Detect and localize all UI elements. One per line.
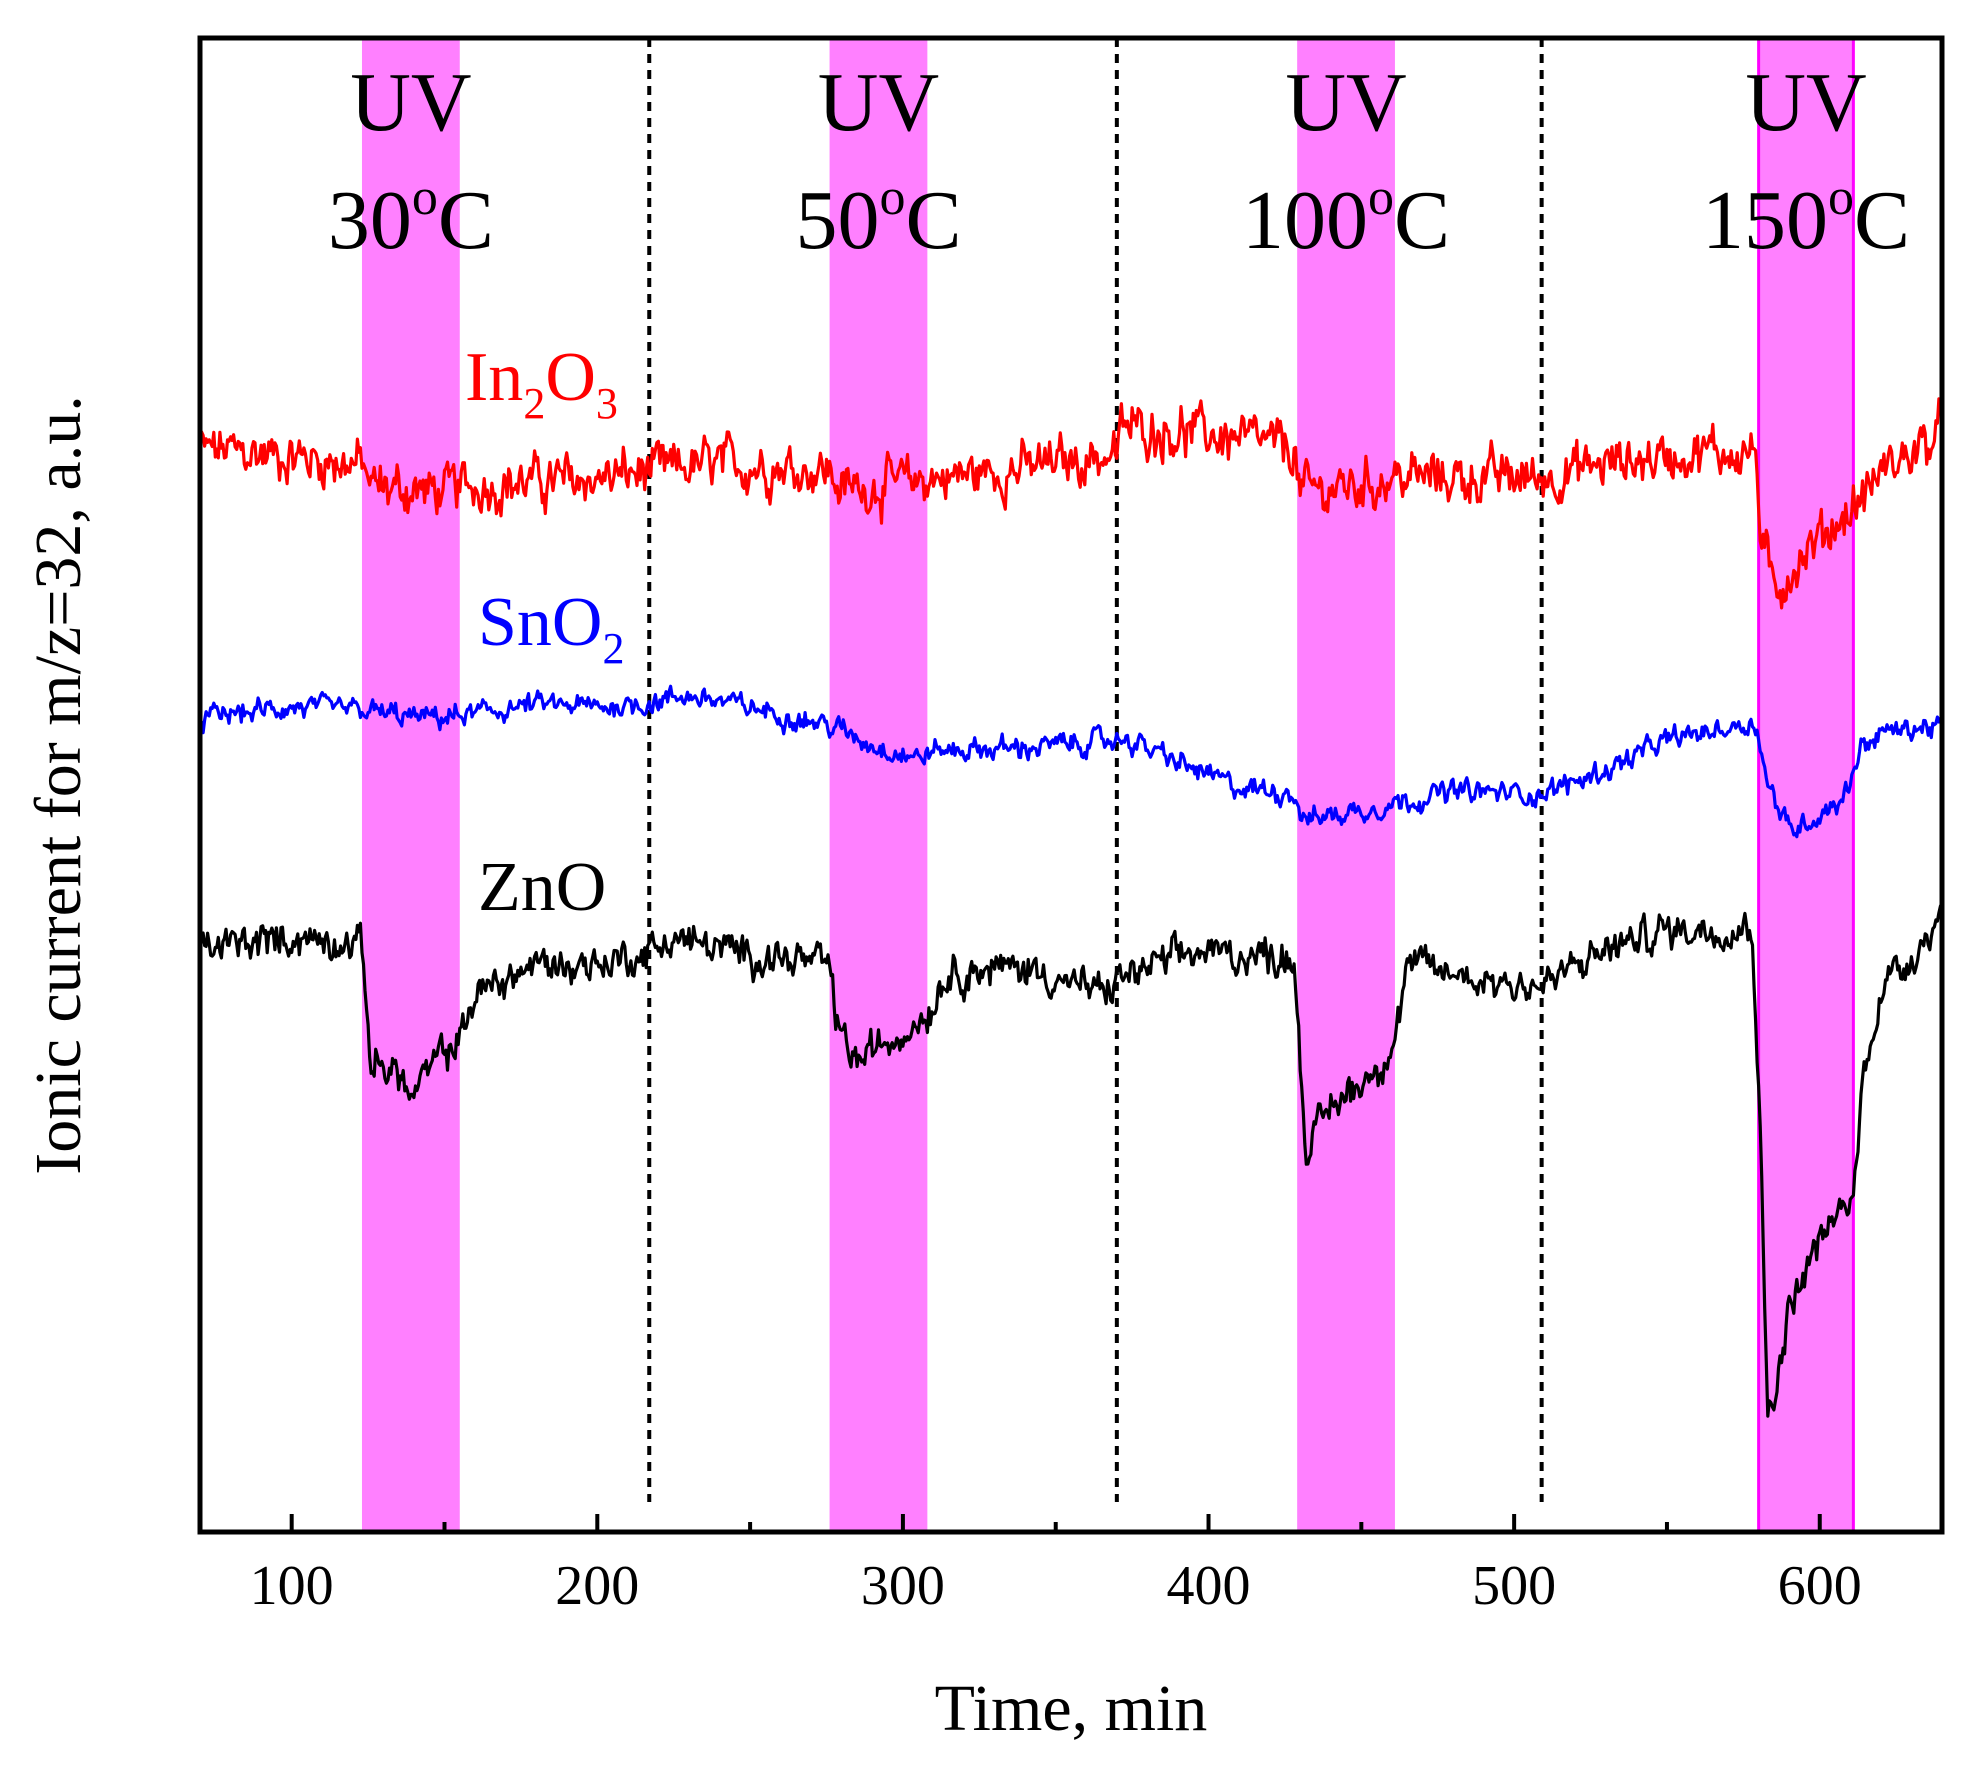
series-labels: In2O3 SnO2 ZnO [465,339,624,926]
series-label-sno2: SnO2 [478,584,624,673]
x-axis-ticks: 100 200 300 400 500 600 [250,1514,1862,1617]
uv-band-1 [361,38,460,1532]
uv-band-2 [829,38,928,1532]
dashed-dividers [647,38,1544,1502]
uv-label-1: UV [350,56,471,149]
uv-bands [361,36,1855,1534]
x-axis-label: Time, min [935,1672,1208,1745]
x-tick-label-500: 500 [1472,1555,1556,1617]
series-label-in2o3: In2O3 [465,339,618,428]
temperature-label-2: 50oC [795,169,961,267]
plot-frame [197,35,1945,1535]
temperature-label-3: 100oC [1242,169,1450,267]
series-line-sno2 [198,684,1943,839]
series-line-in2o3 [198,397,1944,610]
uv-label-2: UV [818,56,939,149]
uv-label-4: UV [1745,56,1866,149]
x-tick-label-200: 200 [555,1555,639,1617]
uv-label-3: UV [1285,56,1406,149]
uv-band-3 [1297,38,1395,1532]
temperature-label-4: 150oC [1702,169,1910,267]
series-lines [198,397,1944,1418]
x-tick-label-100: 100 [250,1555,334,1617]
x-tick-label-400: 400 [1167,1555,1251,1617]
series-line-zno [198,904,1944,1418]
x-tick-label-600: 600 [1778,1555,1862,1617]
x-tick-label-300: 300 [861,1555,945,1617]
temperature-label-1: 30oC [328,169,494,267]
series-label-zno: ZnO [478,849,606,926]
y-axis-label: Ionic current for m/z=32, a.u. [22,395,95,1174]
uv-period-labels: UV 30oC UV 50oC UV 100oC UV 150oC [328,56,1910,267]
